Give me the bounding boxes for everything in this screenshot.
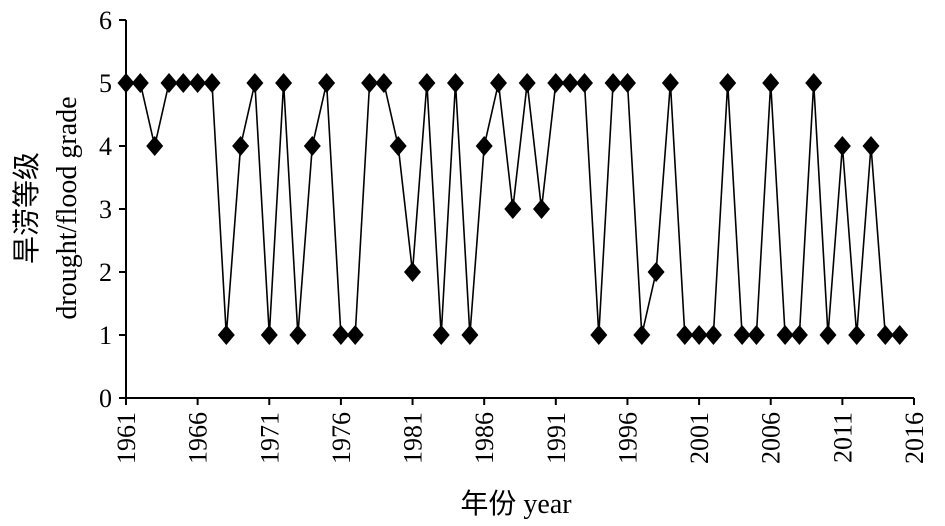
data-point-marker	[518, 73, 536, 93]
data-point-marker	[318, 73, 336, 93]
data-point-marker	[160, 73, 178, 93]
data-point-marker	[117, 73, 135, 93]
y-tick-label: 5	[99, 69, 112, 98]
data-point-marker	[719, 73, 737, 93]
data-point-marker	[404, 262, 421, 282]
data-point-marker	[891, 325, 909, 345]
data-point-marker	[833, 136, 851, 156]
x-axis-ticks: 1961 1966 1971 1976 1981 1986 1991 1996 2001 2006…	[112, 398, 929, 464]
x-tick-label: 2006	[757, 412, 786, 464]
data-point-marker	[146, 136, 164, 156]
data-point-marker	[189, 73, 207, 93]
data-point-marker	[848, 325, 866, 345]
data-point-marker	[790, 325, 808, 345]
data-point-marker	[418, 73, 436, 93]
x-tick-label: 1961	[112, 412, 141, 464]
markers-group	[117, 73, 909, 345]
x-axis-title: 年份 year	[460, 488, 572, 520]
x-tick-label: 1966	[184, 412, 213, 464]
data-point-marker	[232, 136, 250, 156]
y-tick-label: 4	[99, 132, 112, 161]
data-point-marker	[776, 325, 794, 345]
data-point-marker	[690, 325, 708, 345]
data-point-marker	[375, 73, 393, 93]
data-point-marker	[747, 325, 765, 345]
data-point-marker	[733, 325, 751, 345]
x-tick-label: 1996	[613, 412, 642, 464]
data-point-marker	[275, 73, 293, 93]
x-tick-label: 1981	[399, 412, 428, 464]
data-point-marker	[346, 325, 364, 345]
data-point-marker	[561, 73, 579, 93]
data-point-marker	[590, 325, 608, 345]
data-point-marker	[576, 73, 593, 93]
y-axis-title-chinese: 旱涝等级	[11, 152, 43, 264]
x-tick-label: 1971	[255, 412, 284, 464]
data-point-marker	[805, 73, 823, 93]
y-axis-ticks: 0 1 2 3 4 5 6	[99, 6, 126, 413]
data-point-marker	[704, 325, 722, 345]
data-point-marker	[332, 325, 350, 345]
data-point-marker	[260, 325, 278, 345]
y-tick-label: 2	[99, 258, 112, 287]
x-tick-label: 1986	[470, 412, 499, 464]
data-point-marker	[246, 73, 264, 93]
y-tick-label: 0	[99, 384, 112, 413]
y-tick-label: 3	[99, 195, 112, 224]
data-point-marker	[361, 73, 379, 93]
x-tick-label: 1991	[542, 412, 571, 464]
data-point-marker	[762, 73, 780, 93]
data-point-marker	[490, 73, 507, 93]
data-point-marker	[174, 73, 192, 93]
data-point-marker	[647, 262, 665, 282]
data-point-marker	[475, 136, 493, 156]
data-point-marker	[676, 325, 694, 345]
data-point-marker	[203, 73, 221, 93]
x-tick-label: 2001	[685, 412, 714, 464]
data-point-marker	[432, 325, 450, 345]
x-tick-label: 1976	[327, 412, 356, 464]
data-point-marker	[547, 73, 565, 93]
data-point-marker	[131, 73, 149, 93]
data-point-marker	[289, 325, 307, 345]
data-point-marker	[604, 73, 622, 93]
data-point-marker	[661, 73, 679, 93]
data-point-marker	[876, 325, 894, 345]
data-point-marker	[504, 199, 522, 219]
data-point-marker	[303, 136, 321, 156]
data-point-marker	[862, 136, 880, 156]
x-tick-label: 2011	[828, 412, 857, 463]
y-axis-title-english: drought/flood grade	[52, 96, 83, 319]
data-point-marker	[389, 136, 407, 156]
data-point-marker	[619, 73, 636, 93]
x-tick-label: 2016	[900, 412, 929, 464]
data-point-marker	[633, 325, 651, 345]
data-point-marker	[217, 325, 235, 345]
data-point-marker	[819, 325, 837, 345]
data-point-marker	[447, 73, 464, 93]
data-point-marker	[533, 199, 550, 219]
y-tick-label: 1	[99, 321, 112, 350]
data-point-marker	[461, 325, 479, 345]
y-tick-label: 6	[99, 6, 112, 35]
